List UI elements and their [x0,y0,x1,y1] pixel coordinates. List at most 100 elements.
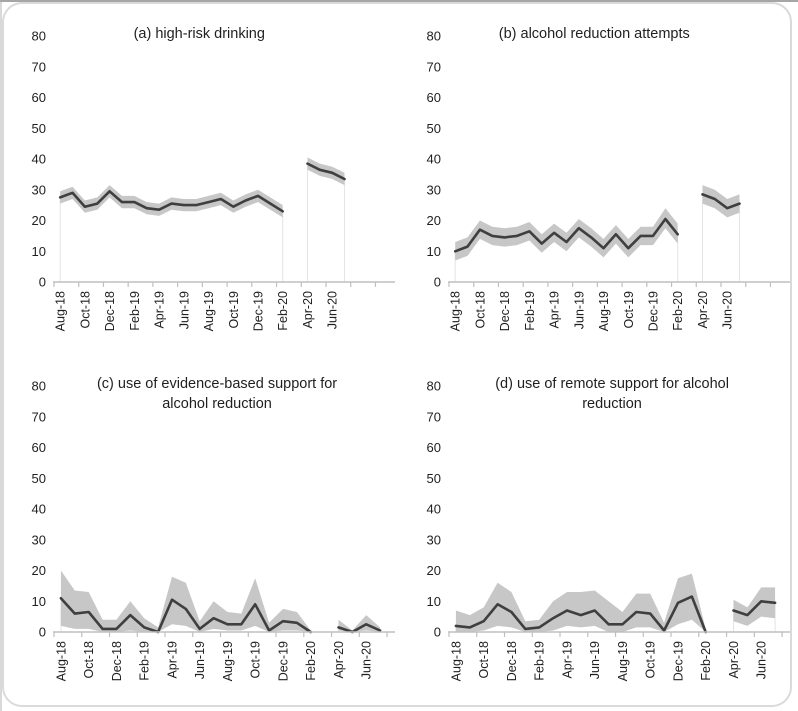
panel-title: (c) use of evidence-based support for alc… [97,376,337,412]
x-tick-label: Aug-19 [221,641,235,681]
x-tick-label: Jun-19 [572,291,586,329]
x-tick-label: Oct-19 [227,291,241,329]
trend-line [701,193,741,210]
x-tick-label: Apr-19 [560,641,574,679]
x-tick-label: Oct-18 [473,291,487,329]
confidence-band [455,208,678,261]
x-tick-label: Feb-19 [523,291,537,331]
y-tick-label: 80 [427,379,441,394]
y-tick-label: 40 [427,152,441,167]
x-tick-label: Oct-19 [622,291,636,329]
y-tick-label: 20 [427,563,441,578]
y-tick-label: 70 [32,409,46,424]
y-tick-label: 60 [32,90,46,105]
x-tick-label: Apr-19 [165,641,179,679]
y-tick-label: 10 [32,244,46,259]
x-tick-label: Dec-18 [110,641,124,681]
y-tick-label: 40 [427,502,441,517]
x-tick-label: Aug-19 [616,641,630,681]
confidence-band [338,615,381,632]
x-tick-label: Oct-18 [78,291,92,329]
trend-line [59,596,313,634]
y-tick-label: 40 [32,502,46,517]
x-tick-label: Feb-19 [533,641,547,681]
trend-line [453,217,680,253]
x-tick-label: Jun-19 [588,641,602,679]
y-tick-label: 0 [39,275,46,290]
y-tick-label: 60 [32,440,46,455]
y-tick-label: 10 [427,594,441,609]
trend-line [454,595,708,634]
y-tick-label: 20 [427,213,441,228]
x-tick-label: Apr-20 [727,641,741,679]
panel-title: (a) high-risk drinking [134,26,265,42]
y-tick-label: 0 [434,275,441,290]
x-tick-label: Dec-19 [671,641,685,681]
x-tick-label: Feb-20 [671,291,685,331]
y-tick-label: 60 [427,440,441,455]
window-top-edge [0,0,798,2]
x-tick-label: Oct-19 [249,641,263,679]
panel-a-chart: Aug-18 Oct-18 Dec-18 Feb-19 Apr-19 Jun-19 Aug-… [32,26,395,331]
trend-line [732,600,777,617]
x-tick-label: Apr-20 [301,291,315,329]
panel-c-chart: Aug-18 Oct-18 Dec-18 Feb-19 Apr-19 Jun-19 Aug-… [32,376,395,681]
x-tick-label: Dec-18 [505,641,519,681]
x-tick-label: Dec-18 [103,291,117,331]
trend-line [58,190,285,213]
x-tick-label: Aug-18 [449,291,463,331]
x-tick-label: Dec-18 [498,291,512,331]
x-tick-label: Jun-20 [326,291,340,329]
y-tick-label: 60 [427,90,441,105]
x-tick-label: Feb-19 [128,291,142,331]
panel-d: Aug-18 Oct-18 Dec-18 Feb-19 Apr-19 Jun-19 Aug-… [403,360,796,708]
y-tick-label: 50 [32,121,46,136]
x-tick-label: Jun-20 [721,291,735,329]
confidence-band [455,573,706,632]
panel-c: Aug-18 Oct-18 Dec-18 Feb-19 Apr-19 Jun-19 Aug-… [8,360,401,708]
x-tick-label: Oct-18 [82,641,96,679]
x-tick-label: Oct-19 [644,641,658,679]
y-tick-label: 70 [32,59,46,74]
x-tick-label: Jun-19 [193,641,207,679]
x-tick-label: Apr-20 [332,641,346,679]
y-tick-label: 80 [427,29,441,44]
confidence-band [702,185,740,218]
trend-line [337,622,382,634]
y-tick-label: 10 [427,244,441,259]
y-tick-label: 20 [32,213,46,228]
y-tick-label: 80 [32,29,46,44]
panel-a: Aug-18 Oct-18 Dec-18 Feb-19 Apr-19 Jun-19 Aug-… [8,10,401,358]
x-tick-label: Feb-20 [699,641,713,681]
x-tick-label: Jun-20 [755,641,769,679]
y-tick-label: 30 [32,532,46,547]
window-left-edge [0,0,2,711]
x-tick-label: Feb-19 [138,641,152,681]
y-tick-label: 0 [39,625,46,640]
y-tick-label: 50 [32,471,46,486]
x-tick-label: Aug-18 [54,641,68,681]
panel-grid: Aug-18 Oct-18 Dec-18 Feb-19 Apr-19 Jun-19 Aug-… [8,10,790,701]
y-tick-label: 80 [32,379,46,394]
trend-line [306,162,346,181]
x-tick-label: Apr-19 [153,291,167,329]
y-tick-label: 0 [434,625,441,640]
y-tick-label: 70 [427,409,441,424]
x-tick-label: Aug-19 [202,291,216,331]
x-tick-label: Aug-18 [449,641,463,681]
x-tick-label: Aug-18 [54,291,68,331]
x-tick-label: Feb-20 [276,291,290,331]
panel-b-chart: Aug-18 Oct-18 Dec-18 Feb-19 Apr-19 Jun-19 Aug-… [427,26,790,331]
panel-b: Aug-18 Oct-18 Dec-18 Feb-19 Apr-19 Jun-19 Aug-… [403,10,796,358]
y-tick-label: 50 [427,471,441,486]
y-tick-label: 20 [32,563,46,578]
x-tick-label: Dec-19 [252,291,266,331]
x-tick-label: Apr-19 [548,291,562,329]
y-tick-label: 70 [427,59,441,74]
x-tick-label: Dec-19 [276,641,290,681]
confidence-band [60,185,283,218]
y-tick-label: 50 [427,121,441,136]
x-tick-label: Oct-18 [477,641,491,679]
y-tick-label: 40 [32,152,46,167]
